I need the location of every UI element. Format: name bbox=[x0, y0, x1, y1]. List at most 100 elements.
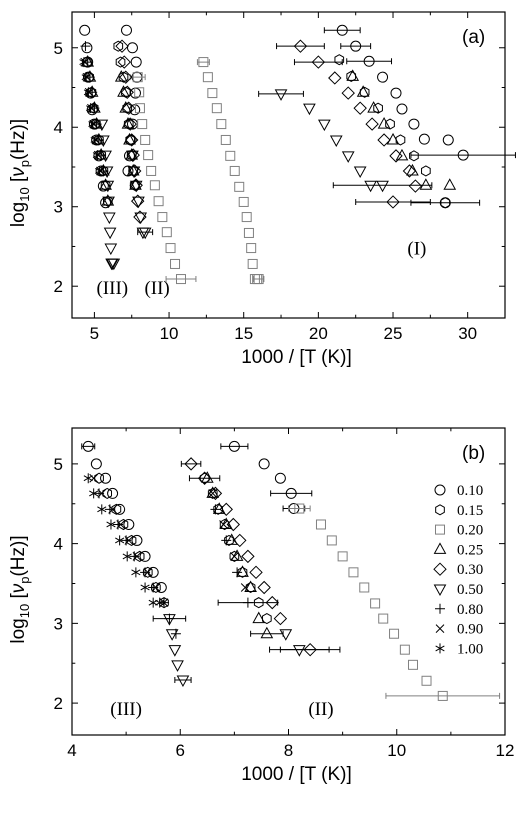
error-bar bbox=[355, 198, 431, 205]
error-bar bbox=[220, 443, 249, 450]
data-point bbox=[419, 178, 433, 190]
data-point bbox=[94, 488, 105, 499]
data-point bbox=[329, 135, 343, 148]
data-point bbox=[126, 42, 138, 54]
data-point bbox=[161, 227, 172, 238]
data-point bbox=[232, 567, 243, 578]
data-point bbox=[127, 166, 141, 178]
error-bar bbox=[346, 58, 393, 65]
legend-marker bbox=[435, 624, 445, 633]
series-cross bbox=[89, 473, 250, 607]
series-square bbox=[129, 57, 265, 285]
x-tick-label: 5 bbox=[90, 324, 99, 343]
data-point bbox=[80, 41, 91, 52]
data-point bbox=[117, 85, 130, 97]
data-point bbox=[210, 504, 221, 515]
data-point bbox=[285, 487, 297, 499]
x-tick-label: 8 bbox=[284, 741, 293, 760]
data-point bbox=[90, 458, 102, 470]
data-point bbox=[102, 196, 115, 209]
y-axis-title-part: ν bbox=[8, 167, 29, 177]
data-point bbox=[440, 197, 451, 209]
data-point bbox=[148, 597, 158, 608]
x-axis-title: 1000 / [T (K)] bbox=[241, 347, 352, 368]
y-tick-label: 3 bbox=[54, 614, 63, 633]
series-circle bbox=[120, 24, 143, 177]
data-point bbox=[208, 489, 218, 498]
data-point bbox=[395, 134, 406, 146]
data-point bbox=[151, 583, 161, 592]
data-point bbox=[326, 535, 337, 546]
data-point bbox=[143, 567, 153, 577]
y-tick-label: 4 bbox=[54, 535, 63, 554]
legend-label: 0.15 bbox=[457, 503, 483, 519]
data-point bbox=[129, 180, 143, 193]
data-point bbox=[353, 101, 367, 115]
data-point bbox=[273, 611, 288, 626]
data-point bbox=[123, 117, 137, 131]
legend-marker bbox=[435, 504, 445, 516]
data-point bbox=[94, 472, 104, 484]
error-bar bbox=[269, 646, 330, 653]
data-point bbox=[107, 487, 119, 499]
data-point bbox=[229, 165, 240, 176]
data-point bbox=[86, 103, 96, 114]
data-point bbox=[130, 56, 142, 68]
error-bar bbox=[410, 199, 481, 206]
data-point bbox=[353, 166, 367, 178]
data-point bbox=[92, 150, 102, 161]
data-point bbox=[356, 85, 370, 97]
data-point bbox=[246, 243, 257, 254]
data-point bbox=[157, 212, 168, 223]
y-tick-label: 4 bbox=[54, 118, 63, 137]
data-point bbox=[198, 57, 209, 68]
data-point bbox=[378, 613, 389, 624]
data-point bbox=[102, 212, 116, 225]
data-point bbox=[124, 536, 134, 545]
data-point bbox=[102, 487, 113, 499]
y-tick-label: 5 bbox=[54, 455, 63, 474]
data-point bbox=[106, 519, 116, 530]
data-point bbox=[101, 180, 115, 193]
error-bar bbox=[288, 505, 311, 512]
data-point bbox=[89, 488, 99, 499]
data-point bbox=[348, 567, 359, 578]
data-point bbox=[212, 502, 226, 514]
series-plus bbox=[94, 488, 279, 639]
data-point bbox=[82, 440, 94, 452]
data-point bbox=[237, 566, 248, 578]
data-point bbox=[175, 274, 186, 285]
series-diamond bbox=[180, 457, 341, 657]
data-point bbox=[233, 533, 247, 548]
data-point bbox=[108, 504, 117, 514]
x-tick-label: 12 bbox=[496, 741, 515, 760]
data-point bbox=[346, 69, 360, 81]
error-bar bbox=[137, 229, 154, 236]
data-point bbox=[95, 165, 105, 176]
legend-marker bbox=[433, 584, 447, 597]
data-point bbox=[409, 150, 419, 162]
legend-marker bbox=[433, 562, 447, 576]
data-point bbox=[137, 119, 148, 130]
data-point bbox=[81, 42, 93, 54]
y-axis-title-part: log bbox=[8, 618, 29, 643]
y-axis-title-part: log bbox=[8, 202, 29, 227]
data-point bbox=[122, 101, 136, 115]
series-asterisk bbox=[79, 57, 105, 176]
data-point bbox=[253, 597, 264, 609]
data-point bbox=[346, 70, 357, 82]
x-tick-label: 30 bbox=[458, 324, 477, 343]
region-label: (II) bbox=[308, 699, 333, 720]
data-point bbox=[274, 89, 288, 101]
y-axis-title-part: (Hz)] bbox=[8, 535, 29, 576]
data-point bbox=[406, 163, 419, 176]
data-point bbox=[151, 581, 161, 594]
data-point bbox=[207, 88, 218, 99]
panel-label: (a) bbox=[462, 27, 485, 48]
error-bar bbox=[252, 276, 265, 283]
data-point bbox=[171, 660, 184, 672]
y-axis-title-part: [ bbox=[8, 176, 29, 187]
data-point bbox=[334, 54, 345, 66]
data-point bbox=[88, 119, 98, 130]
